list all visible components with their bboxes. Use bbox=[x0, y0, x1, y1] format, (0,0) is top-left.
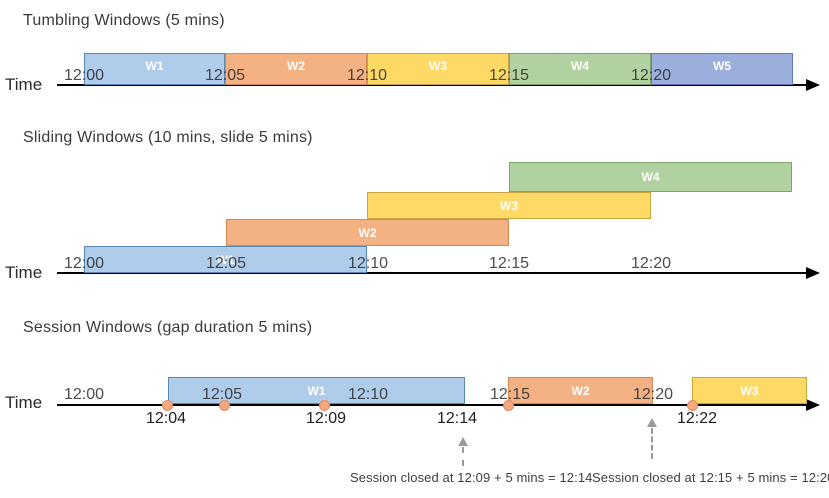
time-axis bbox=[57, 84, 807, 86]
time-axis-label: Time bbox=[5, 75, 43, 94]
window-w5: W5 bbox=[651, 53, 793, 85]
time-tick-label: 12:20 bbox=[632, 386, 674, 403]
section-title: Tumbling Windows (5 mins) bbox=[23, 12, 225, 29]
window-w4: W4 bbox=[509, 162, 792, 192]
axis-arrow-icon bbox=[806, 399, 820, 411]
session-closed-annotation: Session closed at 12:09 + 5 mins = 12:14 bbox=[350, 470, 593, 485]
time-axis bbox=[57, 272, 807, 274]
event-dot bbox=[162, 400, 173, 411]
window-w1: W1 bbox=[84, 246, 367, 273]
event-dot bbox=[503, 400, 514, 411]
time-tick-label: 12:00 bbox=[63, 255, 105, 272]
time-tick-label: 12:05 bbox=[205, 255, 247, 272]
time-axis bbox=[57, 404, 807, 406]
window-w4: W4 bbox=[509, 53, 651, 85]
window-label: W2 bbox=[358, 225, 377, 240]
section-title: Sliding Windows (10 mins, slide 5 mins) bbox=[23, 129, 313, 146]
time-tick-label: 12:15 bbox=[488, 67, 530, 84]
window-label: W1 bbox=[145, 59, 164, 73]
event-dot bbox=[687, 400, 698, 411]
time-tick-label: 12:10 bbox=[347, 386, 389, 403]
window-label: W5 bbox=[713, 59, 731, 73]
window-label: W1 bbox=[216, 252, 235, 267]
axis-arrow-icon bbox=[806, 79, 820, 91]
time-tick-label: 12:10 bbox=[347, 255, 389, 272]
up-arrow-icon bbox=[647, 418, 657, 427]
window-label: W2 bbox=[287, 59, 305, 73]
up-arrow-stem bbox=[651, 428, 653, 459]
time-tick-label: 12:05 bbox=[201, 386, 243, 403]
time-tick-label: 12:15 bbox=[489, 386, 531, 403]
time-axis-label: Time bbox=[5, 393, 43, 412]
time-tick-label: 12:20 bbox=[630, 67, 672, 84]
event-time-label: 12:09 bbox=[305, 410, 347, 427]
time-tick-label: 12:05 bbox=[204, 67, 246, 84]
window-w1: W1 bbox=[168, 377, 465, 404]
event-time-label: 12:04 bbox=[145, 410, 187, 427]
window-w3: W3 bbox=[367, 192, 651, 219]
window-label: W2 bbox=[571, 383, 590, 398]
axis-arrow-icon bbox=[806, 267, 820, 279]
window-label: W3 bbox=[500, 198, 518, 213]
event-dot bbox=[319, 400, 330, 411]
window-w3: W3 bbox=[367, 53, 509, 85]
window-label: W1 bbox=[307, 383, 326, 398]
window-w2: W2 bbox=[225, 53, 367, 85]
window-w2: W2 bbox=[226, 219, 509, 246]
time-tick-label: 12:00 bbox=[63, 67, 105, 84]
time-tick-label: 12:15 bbox=[488, 255, 530, 272]
window-label: W3 bbox=[740, 383, 759, 398]
window-label: W4 bbox=[571, 59, 589, 73]
event-time-label: 12:14 bbox=[436, 410, 478, 427]
time-tick-label: 12:20 bbox=[630, 255, 672, 272]
up-arrow-stem bbox=[462, 447, 464, 466]
window-label: W4 bbox=[641, 170, 660, 184]
session-closed-annotation: Session closed at 12:15 + 5 mins = 12:20 bbox=[592, 470, 829, 485]
event-time-label: 12:22 bbox=[676, 410, 718, 427]
window-label: W3 bbox=[429, 59, 447, 73]
time-tick-label: 12:10 bbox=[346, 67, 388, 84]
time-tick-label: 12:00 bbox=[63, 386, 105, 403]
section-title: Session Windows (gap duration 5 mins) bbox=[23, 319, 313, 336]
window-w1: W1 bbox=[84, 53, 225, 85]
up-arrow-icon bbox=[458, 437, 468, 446]
time-axis-label: Time bbox=[5, 263, 43, 282]
window-w2: W2 bbox=[508, 377, 653, 404]
window-w3: W3 bbox=[692, 377, 807, 404]
event-dot bbox=[219, 400, 230, 411]
